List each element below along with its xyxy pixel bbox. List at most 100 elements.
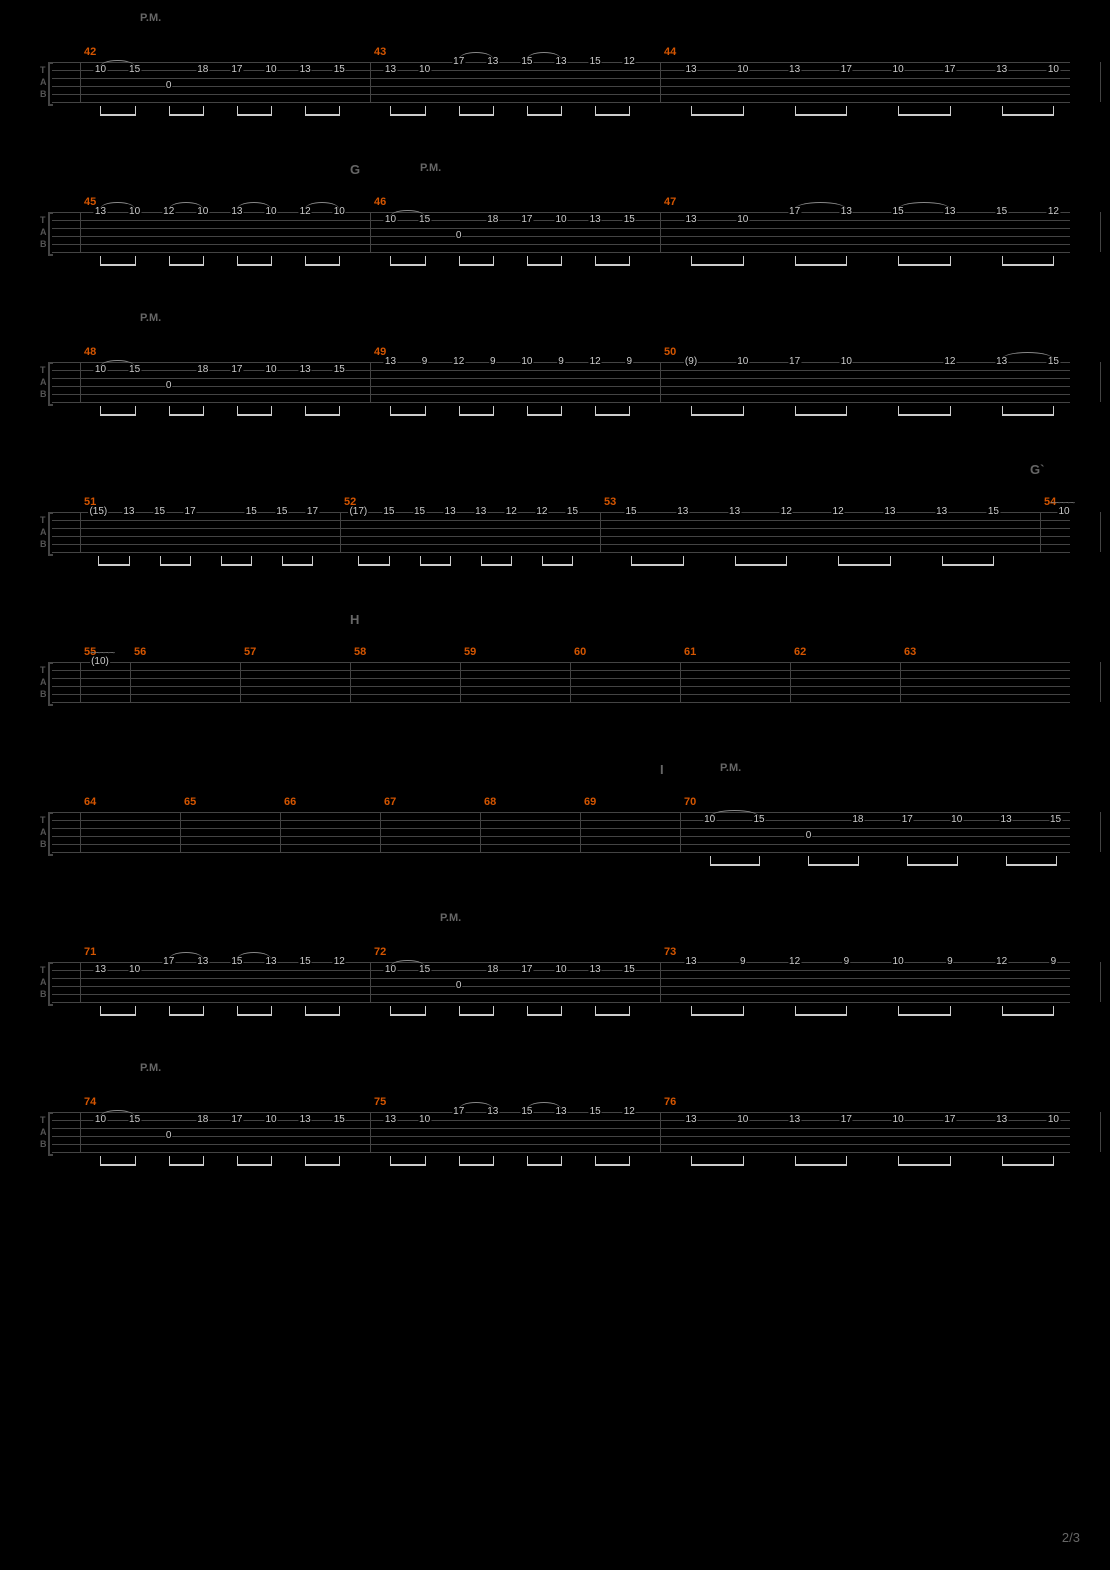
tab-clef-letter: A [40,528,47,536]
bar-number: 46 [374,196,386,208]
vibrato-mark: ~~~~~ [1050,498,1074,509]
fret-number: 15 [333,365,346,375]
note-beam [169,1164,204,1166]
barline [480,812,481,852]
barline [80,212,81,252]
fret-number: 18 [196,1115,209,1125]
tab-clef-letter: A [40,378,47,386]
fret-number: 12 [333,957,346,967]
tab-system: IP.M.TAB64656667686970101518171013150 [20,790,1090,880]
staff-bracket [48,962,53,1006]
fret-number: 17 [230,1115,243,1125]
note-beam [898,1164,951,1166]
note-beam [221,564,253,566]
fret-number: 13 [788,1115,801,1125]
fret-number: 10 [264,1115,277,1125]
barline [900,662,901,702]
note-beam [527,1164,562,1166]
tie-arc [237,202,271,209]
tab-clef-letter: B [40,90,47,98]
tab-clef-letter: T [40,66,46,74]
barline [80,1112,81,1152]
note-beam [527,264,562,266]
note-beam [527,114,562,116]
staff-line [52,1136,1070,1137]
fret-number: 13 [788,65,801,75]
fret-number: 12 [623,57,636,67]
fret-number: 15 [413,507,426,517]
fret-number: 13 [1000,815,1013,825]
barline [600,512,601,552]
fret-number: 10 [128,965,141,975]
tie-arc [795,202,847,209]
bar-number: 58 [354,646,366,658]
note-beam [390,1014,425,1016]
note-beam [305,1014,340,1016]
staff-line [52,552,1070,553]
fret-number: 17 [230,365,243,375]
staff-line [52,252,1070,253]
fret-number: 12 [832,507,845,517]
tie-arc [100,202,134,209]
fret-number: 17 [840,1115,853,1125]
fret-number: 13 [728,507,741,517]
fret-number: 10 [736,215,749,225]
barline [570,662,571,702]
staff-line [52,1002,1070,1003]
fret-number: 15 [623,215,636,225]
staff-line [52,394,1070,395]
fret-number: 10 [736,1115,749,1125]
bar-number: 42 [84,46,96,58]
fret-number: 12 [452,357,465,367]
barline [180,812,181,852]
fret-number: 9 [739,957,747,967]
tie-arc [459,1102,493,1109]
tie-arc [390,210,424,217]
note-beam [595,1164,630,1166]
note-beam [459,414,494,416]
tie-arc [1002,352,1054,359]
barline [1100,512,1101,552]
fret-number: 12 [780,507,793,517]
fret-number: 12 [1047,207,1060,217]
staff-bracket [48,362,53,406]
note-beam [459,114,494,116]
note-beam [1002,1014,1055,1016]
fret-number: 10 [520,357,533,367]
bar-number: 75 [374,1096,386,1108]
staff-line [52,994,1070,995]
note-beam [390,414,425,416]
note-beam [907,864,957,866]
staff-line [52,694,1070,695]
note-beam [282,564,314,566]
barline [460,662,461,702]
fret-number: 13 [684,1115,697,1125]
tie-arc [459,52,493,59]
fret-number: 13 [883,507,896,517]
tab-clef-letter: T [40,816,46,824]
fret-number: 13 [444,507,457,517]
tab-system: P.M.TAB717273131017131513151210151817101… [20,940,1090,1030]
section-marker: H [350,612,359,627]
barline [370,62,371,102]
barline [1100,1112,1101,1152]
barline [370,1112,371,1152]
fret-number: 15 [589,57,602,67]
fret-number: 10 [418,1115,431,1125]
fret-number: 15 [623,965,636,975]
note-beam [595,264,630,266]
note-beam [459,264,494,266]
note-beam [390,1164,425,1166]
tie-arc [527,1102,561,1109]
note-beam [1002,414,1055,416]
bar-number: 59 [464,646,476,658]
note-beam [1002,114,1055,116]
pm-marker: P.M. [140,12,161,24]
barline [660,212,661,252]
note-beam [237,114,272,116]
tie-arc [100,60,134,67]
staff-line [52,820,1070,821]
barline [370,212,371,252]
bar-number: 72 [374,946,386,958]
fret-number: 0 [455,231,463,241]
